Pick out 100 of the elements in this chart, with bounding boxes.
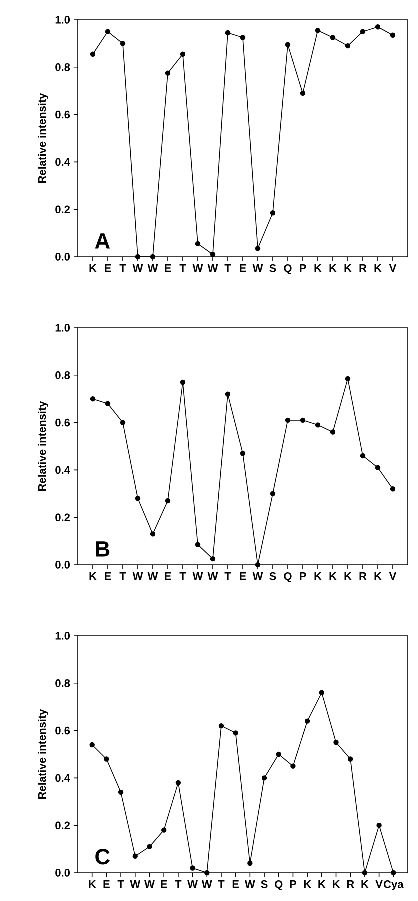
- point: [135, 496, 141, 502]
- point: [90, 396, 96, 402]
- point: [161, 828, 167, 833]
- point: [105, 401, 111, 406]
- x-tick-label: V: [389, 264, 397, 272]
- point: [105, 29, 111, 34]
- x-tick-label: W: [148, 264, 158, 272]
- point: [233, 730, 238, 736]
- x-tick-label: E: [240, 572, 246, 580]
- point: [195, 241, 201, 247]
- x-tick-label: T: [180, 572, 186, 580]
- point: [315, 422, 321, 428]
- point: [285, 42, 291, 48]
- point: [375, 465, 381, 470]
- y-tick-label: 0.2: [56, 514, 70, 522]
- x-tick-label: S: [270, 572, 276, 580]
- point: [204, 870, 210, 876]
- y-tick-label: 0.0: [56, 253, 70, 261]
- y-tick-label: 1.0: [56, 324, 70, 332]
- x-tick-label: K: [314, 572, 322, 580]
- x-tick-label: W: [148, 572, 158, 580]
- x-tick-label: W: [192, 572, 204, 580]
- x-tick-label: W: [192, 264, 204, 272]
- x-tick-label: K: [333, 880, 340, 888]
- y-tick-label: 0.6: [56, 418, 70, 427]
- point: [225, 30, 231, 36]
- point: [360, 29, 366, 34]
- point: [118, 790, 124, 796]
- x-tick-label: K: [304, 880, 312, 888]
- point: [195, 542, 201, 548]
- x-tick-label: T: [218, 880, 225, 888]
- annotation: A: [95, 234, 110, 249]
- y-tick-label: 0.8: [56, 372, 70, 380]
- point: [120, 41, 126, 46]
- point: [285, 418, 291, 424]
- x-tick-label: S: [270, 264, 276, 272]
- point: [218, 723, 224, 729]
- y-tick-label: 0.4: [56, 158, 70, 166]
- point: [276, 752, 282, 758]
- x-tick-label: K: [362, 880, 369, 888]
- x-tick-label: Q: [284, 264, 292, 274]
- x-tick-label: K: [318, 880, 326, 888]
- point: [165, 498, 171, 504]
- point: [120, 420, 126, 426]
- x-tick-label: E: [232, 880, 240, 888]
- point: [375, 24, 381, 30]
- y-tick-label: 0.0: [56, 869, 70, 877]
- x-tick-label: K: [314, 264, 322, 272]
- x-tick-label: E: [165, 264, 172, 272]
- x-tick-label: K: [89, 880, 96, 888]
- x-tick-label: T: [120, 572, 126, 580]
- x-tick-label: W: [202, 880, 212, 888]
- x-tick-label: T: [224, 264, 232, 272]
- y-tick-label: 0.8: [56, 680, 70, 688]
- x-tick-label: T: [224, 572, 232, 580]
- y-axis-title: Relative intensity: [38, 709, 48, 799]
- y-axis-title: Relative intensity: [38, 401, 48, 491]
- point: [225, 392, 231, 397]
- annotation: B: [96, 542, 110, 557]
- x-tick-label: V: [389, 572, 397, 580]
- annotation: C: [96, 849, 110, 865]
- point: [290, 764, 296, 769]
- point: [255, 246, 261, 252]
- x-tick-label: Cya: [384, 880, 404, 890]
- point: [255, 562, 261, 568]
- point: [345, 43, 351, 49]
- x-tick-label: K: [344, 264, 352, 272]
- y-tick-label: 0.6: [56, 726, 70, 735]
- x-tick-label: K: [330, 264, 337, 272]
- x-tick-label: E: [105, 264, 112, 272]
- point: [150, 532, 156, 537]
- point: [262, 776, 268, 781]
- x-tick-label: W: [208, 264, 218, 272]
- x-tick-label: T: [120, 264, 126, 272]
- point: [248, 860, 253, 866]
- y-tick-label: 0.0: [56, 561, 70, 569]
- x-tick-label: W: [132, 264, 144, 272]
- point: [180, 380, 186, 386]
- x-tick-label: E: [105, 572, 112, 580]
- point: [390, 486, 396, 492]
- x-tick-label: W: [245, 880, 256, 888]
- x-tick-label: W: [252, 572, 264, 580]
- point: [270, 210, 276, 216]
- x-tick-label: T: [175, 880, 182, 888]
- point: [180, 52, 186, 57]
- x-tick-label: W: [188, 880, 198, 888]
- point: [330, 430, 336, 435]
- y-tick-label: 0.4: [56, 774, 70, 782]
- point: [240, 35, 246, 40]
- point: [345, 376, 351, 382]
- x-tick-label: K: [330, 572, 337, 580]
- point: [300, 418, 306, 424]
- point: [391, 870, 396, 876]
- point: [210, 252, 216, 258]
- x-tick-label: P: [290, 880, 297, 888]
- point: [304, 718, 310, 724]
- point: [210, 556, 216, 562]
- point: [90, 742, 95, 748]
- point: [132, 854, 138, 860]
- point: [330, 35, 336, 40]
